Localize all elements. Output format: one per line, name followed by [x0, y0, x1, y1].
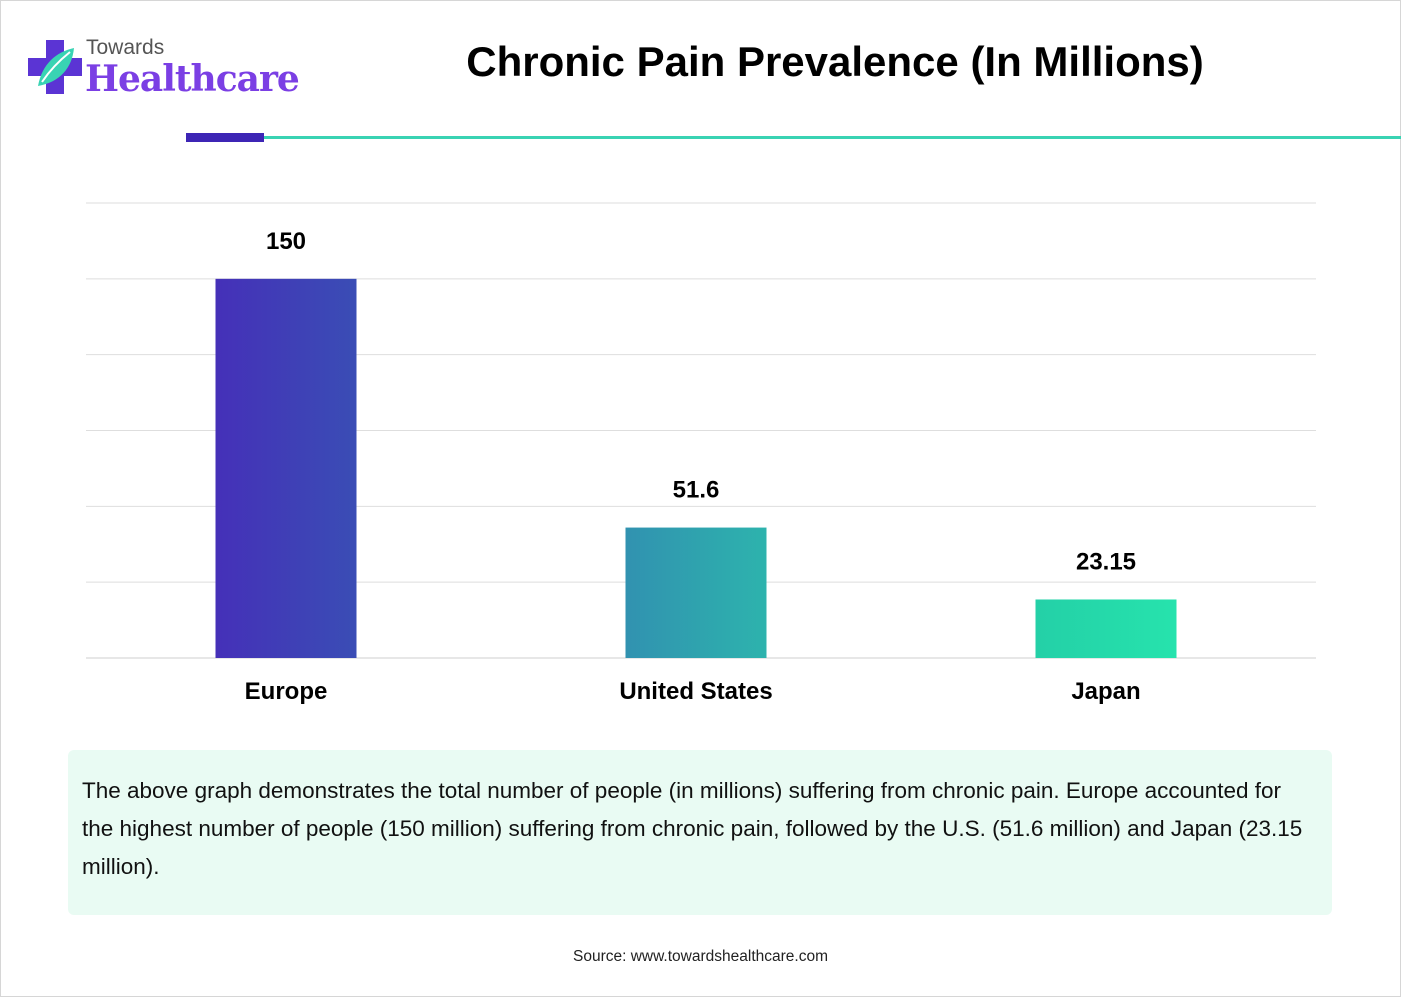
- bar-value-label: 150: [266, 228, 306, 255]
- labels: 150 Europe 51.6 United States 23.15 Japan: [245, 228, 1141, 705]
- bar-value-label: 23.15: [1076, 548, 1136, 575]
- bar-united-states: [625, 527, 767, 658]
- chart-title: Chronic Pain Prevalence (In Millions): [466, 38, 1204, 85]
- brand-main-text: Healthcare: [85, 58, 300, 100]
- bar-japan: [1035, 599, 1177, 658]
- title-underline-accent: [186, 133, 264, 142]
- medical-cross-leaf-icon: [28, 40, 82, 94]
- brand-top-text: Towards: [86, 36, 165, 59]
- title-underline-line: [264, 136, 1401, 139]
- category-label: Europe: [245, 678, 328, 705]
- category-label: Japan: [1071, 678, 1140, 705]
- source-note: Source: www.towardshealthcare.com: [572, 948, 828, 965]
- description-text: The above graph demonstrates the total n…: [82, 778, 1303, 879]
- bar-chart: 150 Europe 51.6 United States 23.15 Japan: [86, 202, 1316, 705]
- category-label: United States: [619, 678, 772, 705]
- description-box: The above graph demonstrates the total n…: [68, 750, 1332, 915]
- brand-logo: Towards Healthcare: [28, 34, 300, 104]
- bar-europe: [215, 278, 357, 658]
- bar-value-label: 51.6: [673, 477, 720, 504]
- bars: [215, 278, 1177, 658]
